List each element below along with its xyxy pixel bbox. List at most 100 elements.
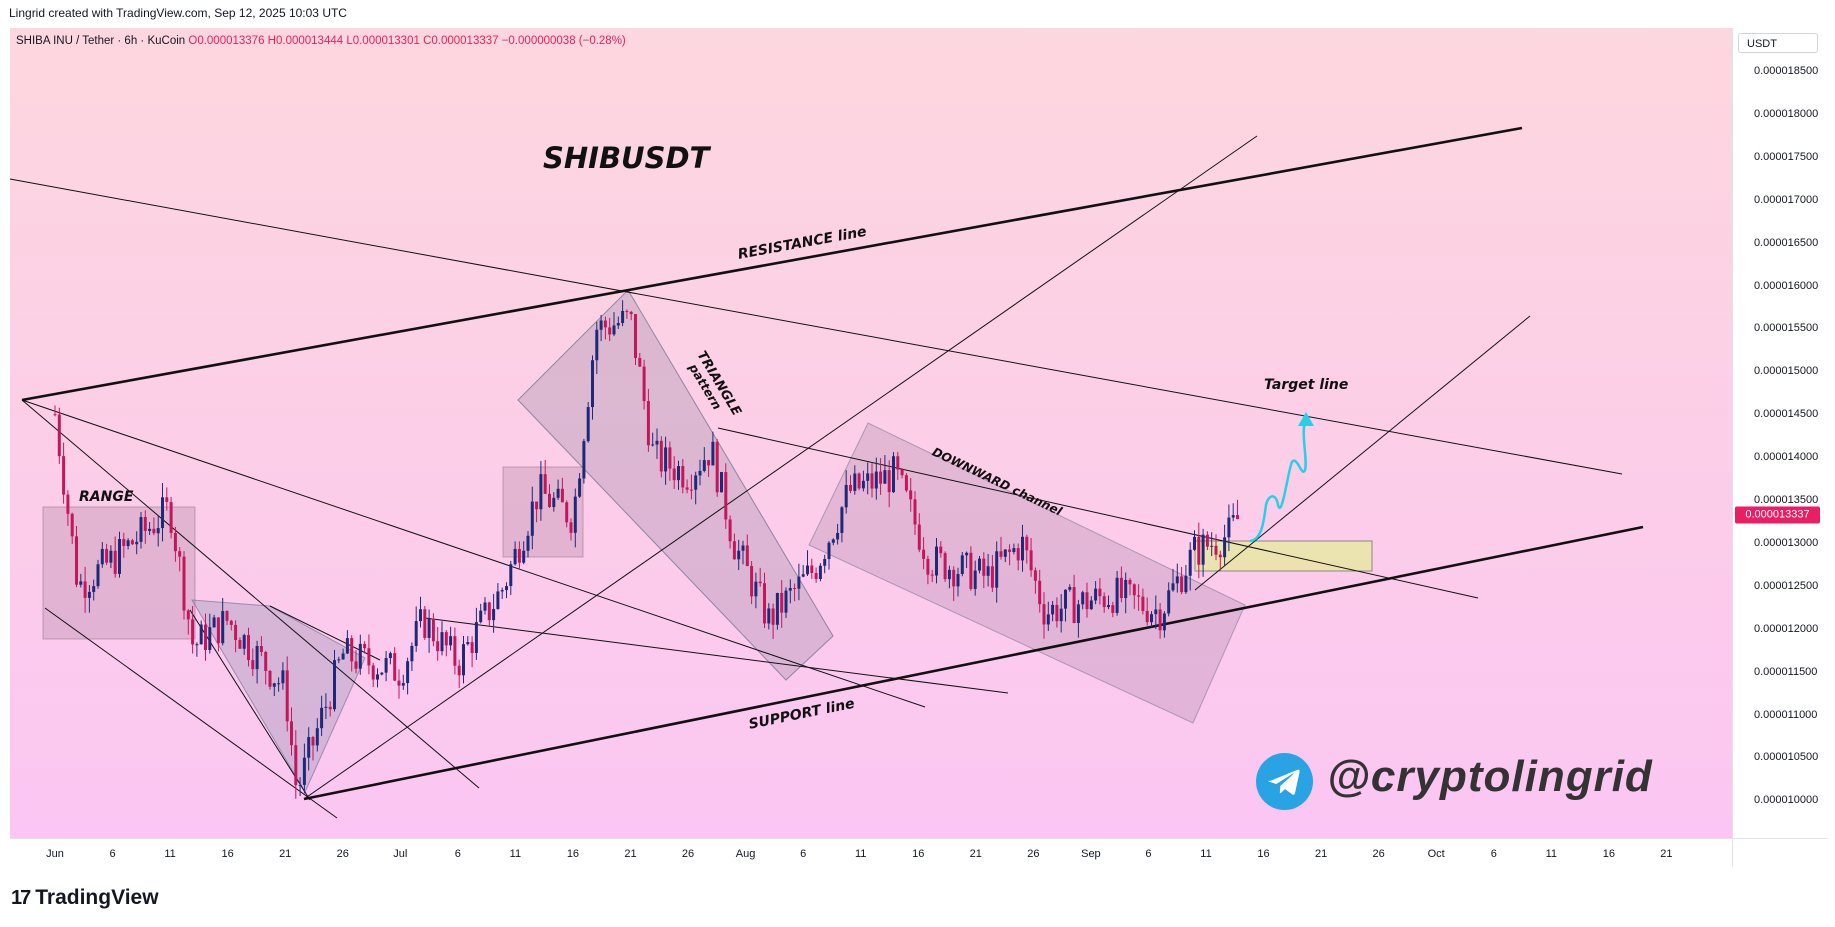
price-tick-label: 0.000018500 [1754,65,1819,77]
price-tick-label: 0.000013500 [1754,494,1819,506]
candle-body [685,487,689,490]
candle-body [634,314,637,358]
tradingview-wordmark: TradingView [35,886,159,909]
candle-body [1145,610,1149,623]
candle-body [836,532,840,540]
candle-body [1184,575,1188,593]
candle-body [509,564,513,587]
candle-body [444,632,448,646]
candle-body [337,659,341,661]
candle-body [384,658,388,673]
candle-body [689,489,693,491]
candle-body [896,456,900,470]
chart-credit: Lingrid created with TradingView.com, Se… [9,6,347,20]
symbol-info: SHIBA INU / Tether · 6h · KuCoin O0.0000… [16,35,626,47]
candle-body [75,536,78,585]
candle-body [861,480,865,489]
time-tick-label: 11 [854,848,867,860]
candle-body [281,670,285,684]
candle-body [363,643,367,649]
time-tick-label: 11 [164,848,176,860]
candle-body [818,565,822,579]
candle-body [492,608,496,621]
candle-body [694,475,698,490]
chart-plot-area[interactable] [10,28,1732,838]
candle-body [371,665,375,680]
candle-body [247,635,250,661]
candle-body [1102,596,1106,608]
last-price-label: 0.000013337 [1735,506,1820,524]
candle-body [1081,592,1085,605]
candle-body [242,635,246,649]
candle-body [831,539,835,543]
candle-body [152,528,156,534]
candle-body [70,513,74,537]
axis-corner [1732,838,1827,867]
candle-body [1076,604,1080,623]
candle-body [143,517,147,531]
price-tick-label: 0.000014000 [1754,451,1819,464]
candle-body [161,497,164,529]
candle-body [917,524,921,550]
candle-body [1111,605,1115,613]
fan-line-2 [21,399,926,708]
price-tick-label: 0.000010000 [1754,794,1819,807]
candle-body [1227,517,1231,538]
candle-body [956,574,960,587]
candle-body [96,564,100,587]
candle-body [122,539,126,547]
candle-body [548,493,551,508]
candle-body [737,550,741,560]
candle-body [879,471,883,484]
candle-body [612,325,616,335]
candle-body [87,591,91,598]
candle-body [1193,536,1196,550]
price-axis[interactable] [1732,28,1827,838]
target-line-annotation: Target line [1264,377,1349,393]
candle-body [118,539,121,574]
candle-body [608,327,612,335]
candle-body [1119,577,1123,599]
candle-body [457,665,461,676]
time-axis[interactable] [10,838,1732,867]
candle-body [462,644,465,676]
candle-body [827,542,831,560]
price-tick-label: 0.000014500 [1754,408,1819,421]
candle-body [130,540,134,545]
candle-body [474,622,478,653]
candle-body [621,310,625,323]
candle-body [810,565,814,574]
candle-body [745,545,749,567]
candle-body [414,621,418,646]
candle-body [720,472,723,493]
candle-body [978,558,981,571]
candle-body [410,645,414,662]
candle-body [1128,579,1132,585]
candle-body [345,638,349,654]
candle-body [298,784,302,786]
candle-body [1137,595,1141,597]
candle-body [1205,534,1209,547]
candle-body [552,497,556,508]
candle-body [857,473,861,489]
candle-body [62,456,66,495]
candle-body [578,478,582,497]
range-lower-line [44,607,338,819]
candle-body [913,499,917,525]
candle-body [599,320,603,330]
tradingview-logo[interactable]: 17 TradingView [11,886,159,910]
candle-body [1218,554,1222,558]
candle-body [642,366,646,402]
candle-body [139,517,143,542]
wedge-upper-line [424,617,1009,694]
candle-body [1124,579,1128,599]
time-tick-label: 6 [1490,848,1497,860]
fan-line-1 [21,399,480,789]
projection-arrowhead [1298,412,1314,426]
candle-body [767,608,771,624]
candle-body [1046,614,1050,625]
candle-body [1038,580,1042,605]
candle-body [229,620,233,625]
candle-body [367,648,371,666]
currency-unit-selector[interactable]: USDT [1738,33,1818,53]
